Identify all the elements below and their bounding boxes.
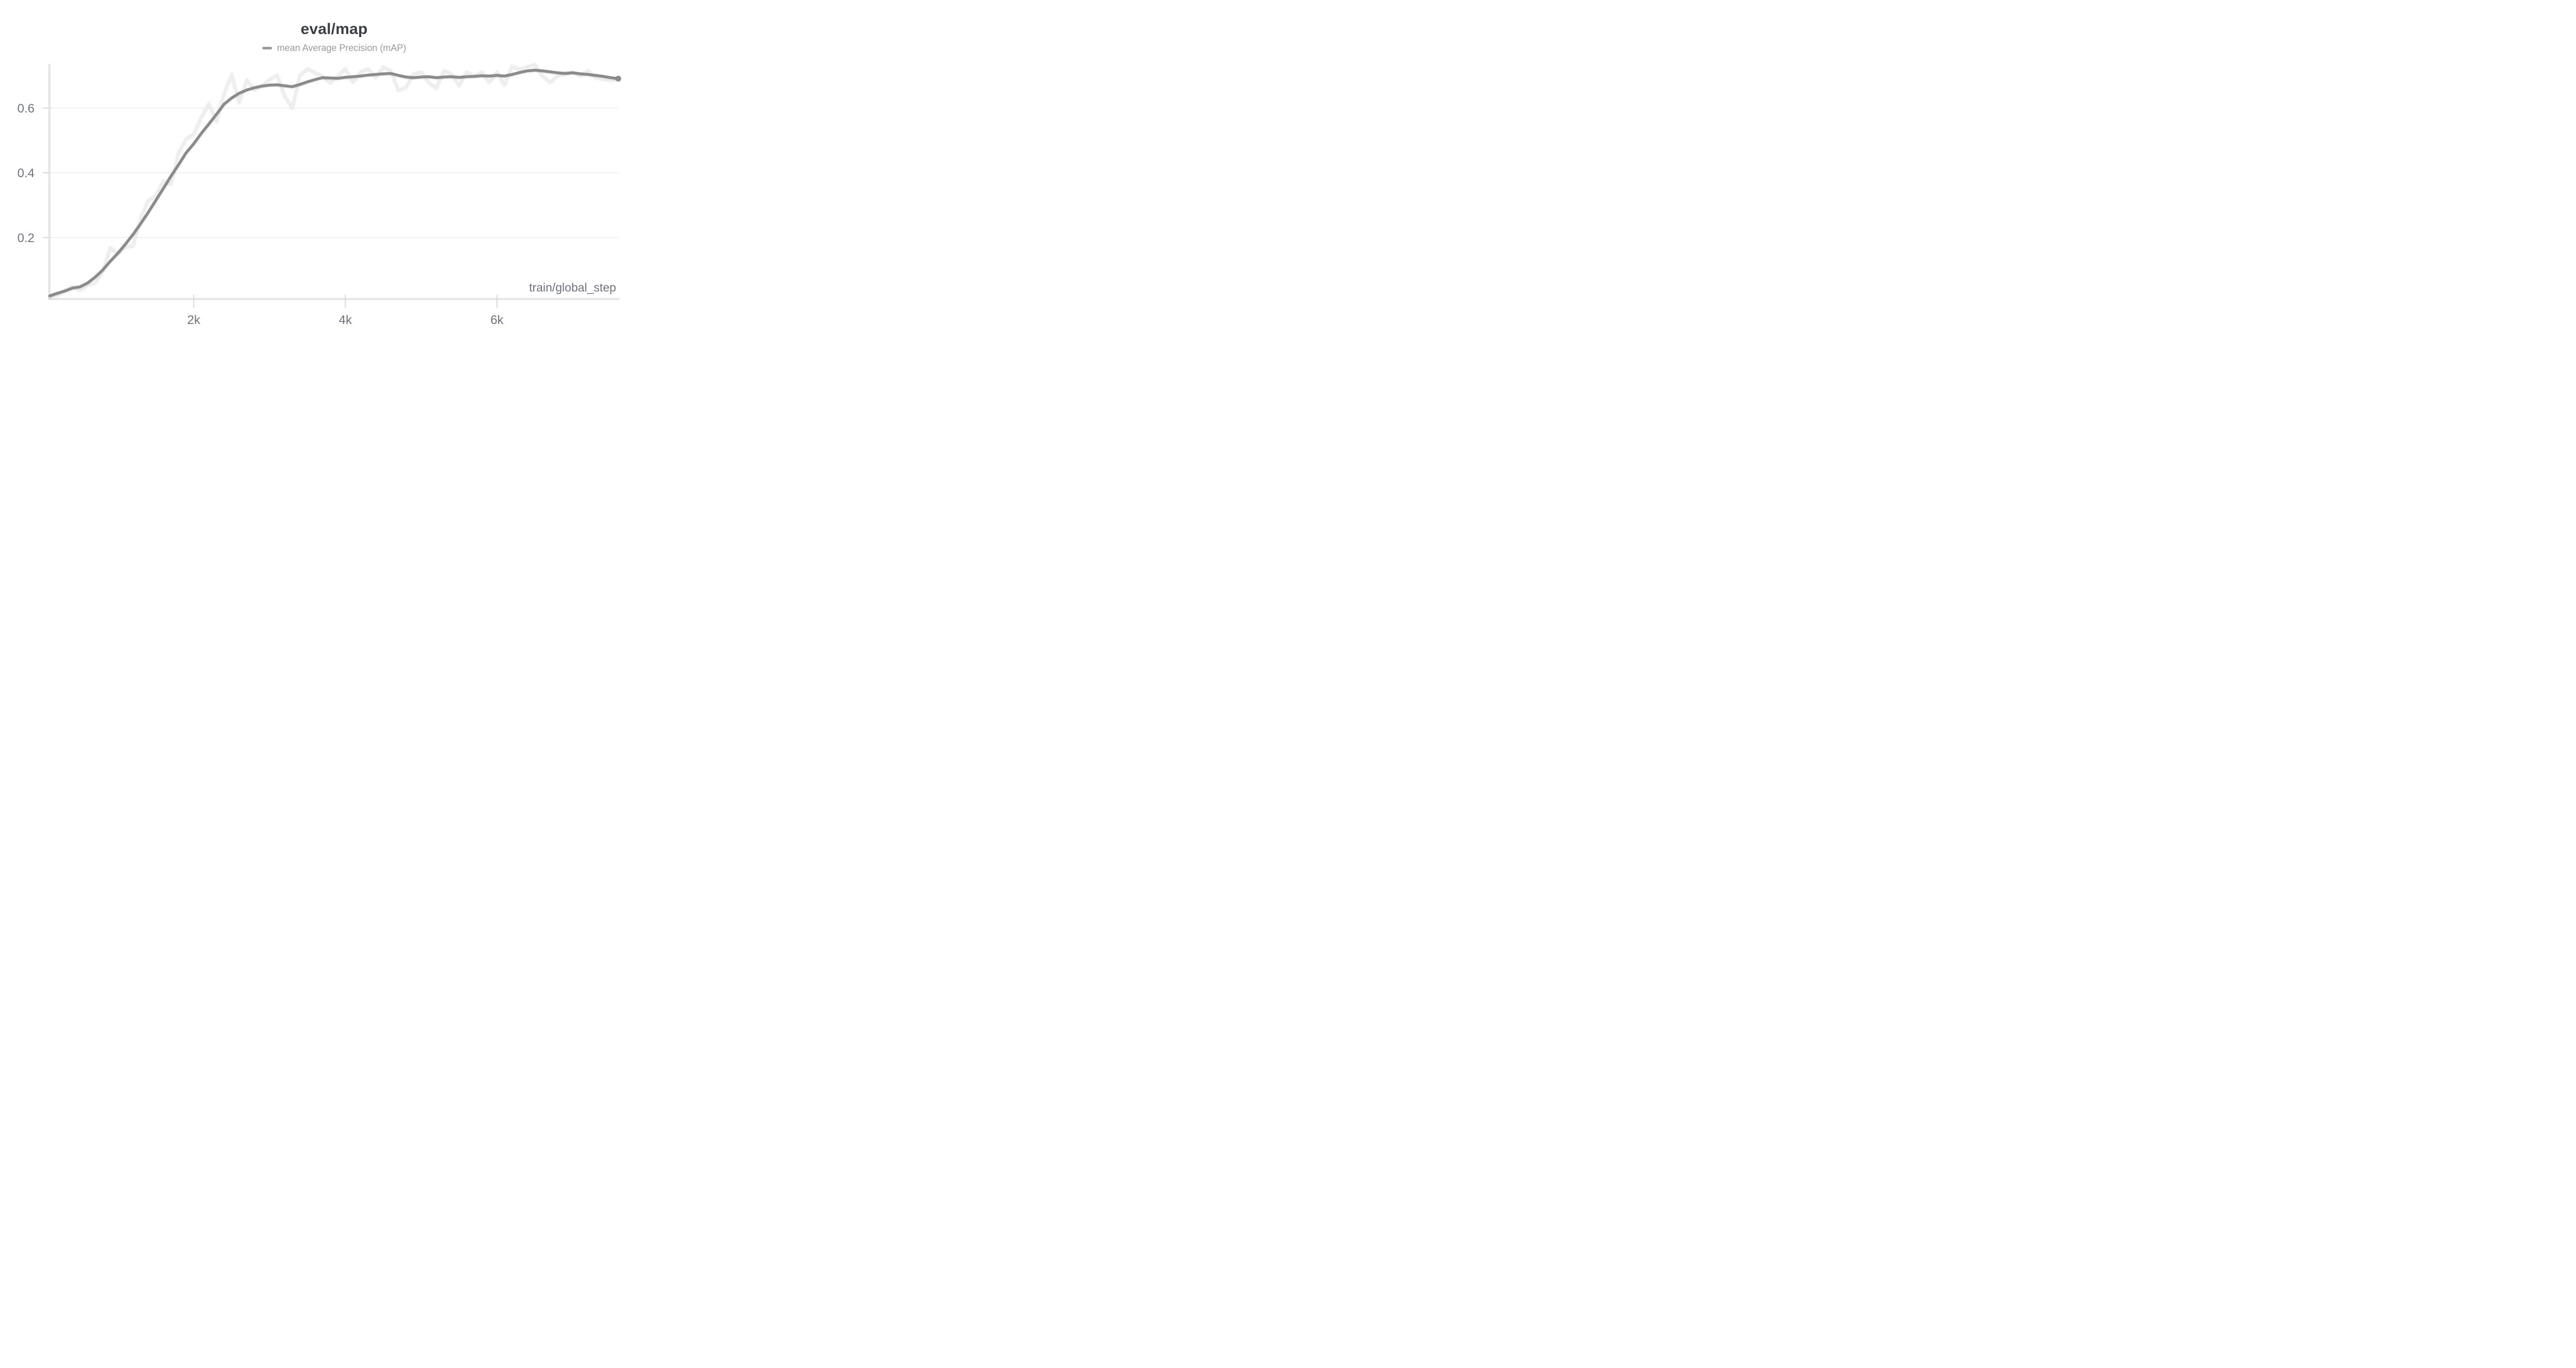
series-line-smoothed [48,69,620,298]
x-tick-label-4k: 4k [339,313,352,327]
chart-legend: mean Average Precision (mAP) [49,43,619,53]
x-axis-title: train/global_step [529,281,616,294]
x-tick-label-6k: 6k [490,313,504,327]
x-tick-label-2k: 2k [187,313,200,327]
chart-canvas[interactable]: 0.2 0.4 0.6 2k 4k 6k train/global_step [0,0,651,342]
y-tick-label-0.4: 0.4 [18,166,35,180]
y-tick-label-0.6: 0.6 [18,101,35,115]
legend-item-label: mean Average Precision (mAP) [277,43,406,53]
legend-dash-icon [262,46,272,49]
chart-title: eval/map [300,21,368,38]
y-tick-label-0.2: 0.2 [18,231,35,245]
series-end-point-marker [615,76,621,82]
legend-item-map[interactable]: mean Average Precision (mAP) [262,43,406,53]
series-line-raw [48,63,620,298]
metric-chart-card: eval/map mean Average Precision (mAP) 0.… [0,0,651,342]
